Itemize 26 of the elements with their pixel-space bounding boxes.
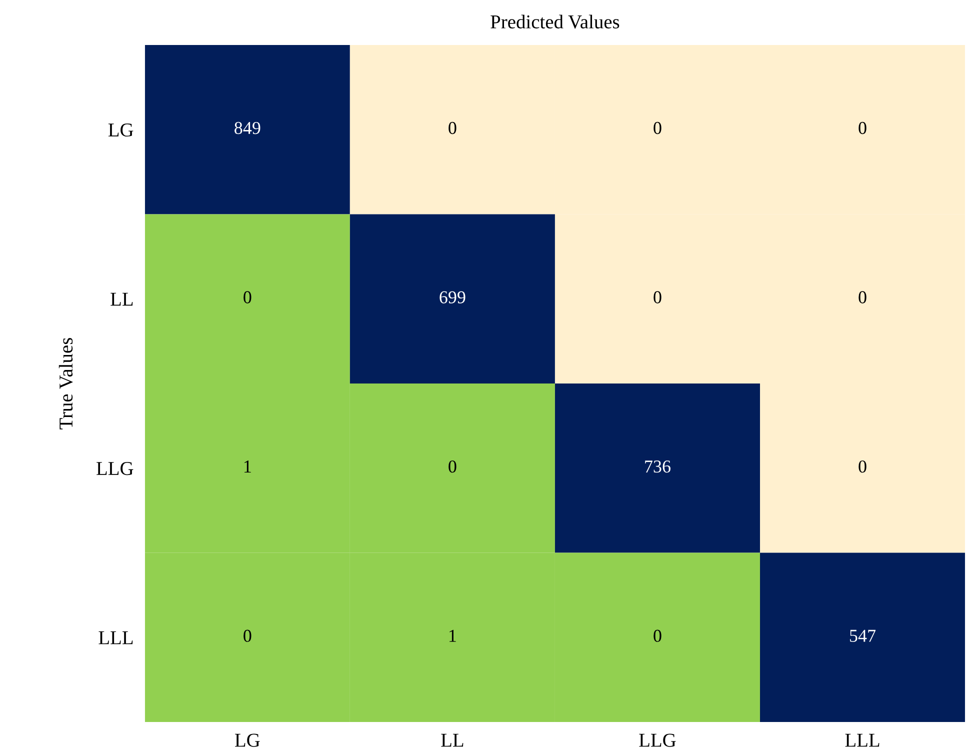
x-tick-label: LLL [845,734,880,747]
data-label: 1 [244,460,251,472]
chart-title: Predicted Values [490,14,620,29]
data-label: 0 [858,291,866,304]
data-label: 0 [448,460,456,473]
x-tick-label: LLG [639,734,676,747]
data-label: 1 [450,630,456,642]
x-tick-label: LG [235,734,260,747]
data-label: 0 [654,122,662,134]
y-tick-label: LL [110,292,133,306]
y-tick-label: LLL [98,631,133,644]
data-label: 0 [654,630,662,642]
data-label: 0 [858,122,866,134]
data-label: 0 [654,291,662,304]
data-label: 699 [440,291,466,304]
data-label: 0 [244,291,252,304]
data-label: 0 [244,630,252,642]
y-tick-label: LG [108,123,134,137]
y-axis-title: True Values [58,338,73,430]
y-tick-label: LLG [96,462,134,476]
data-label: 0 [858,460,866,473]
data-label: 736 [645,460,670,473]
data-label: 849 [234,122,260,134]
data-label: 0 [448,122,456,134]
data-label: 547 [850,630,876,642]
x-tick-label: LL [441,734,464,747]
